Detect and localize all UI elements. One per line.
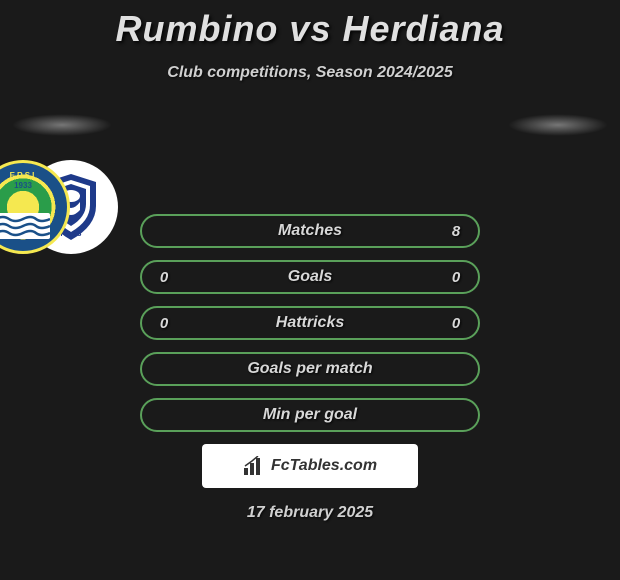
watermark-badge: FcTables.com xyxy=(202,444,418,488)
stat-right-value: 0 xyxy=(448,269,464,286)
stats-comparison: P.S.I.S ERSI 1933 Matches 8 0 Goals 0 0 … xyxy=(0,120,620,522)
stat-label: Hattricks xyxy=(276,314,344,332)
shadow-decoration xyxy=(508,114,608,136)
stat-label: Goals xyxy=(288,268,332,286)
waves-icon xyxy=(0,213,50,239)
persib-year: 1933 xyxy=(14,181,32,190)
stat-left-value: 0 xyxy=(156,269,172,286)
stat-label: Goals per match xyxy=(247,360,372,378)
stat-left-value: 0 xyxy=(156,315,172,332)
watermark-text: FcTables.com xyxy=(271,457,377,475)
stat-label: Matches xyxy=(278,222,342,240)
stat-row-goals-per-match: Goals per match xyxy=(140,352,480,386)
stat-row-matches: Matches 8 xyxy=(140,214,480,248)
svg-text:P.S.I.S: P.S.I.S xyxy=(61,231,82,238)
persib-text: ERSI xyxy=(10,171,37,180)
stat-row-goals: 0 Goals 0 xyxy=(140,260,480,294)
shadow-decoration xyxy=(12,114,112,136)
bars-icon xyxy=(243,456,265,476)
stat-right-value: 0 xyxy=(448,315,464,332)
season-subtitle: Club competitions, Season 2024/2025 xyxy=(0,64,620,82)
comparison-date: 17 february 2025 xyxy=(0,504,620,522)
stat-row-hattricks: 0 Hattricks 0 xyxy=(140,306,480,340)
stat-row-min-per-goal: Min per goal xyxy=(140,398,480,432)
stat-label: Min per goal xyxy=(263,406,357,424)
stat-right-value: 8 xyxy=(448,223,464,240)
page-title: Rumbino vs Herdiana xyxy=(0,0,620,50)
